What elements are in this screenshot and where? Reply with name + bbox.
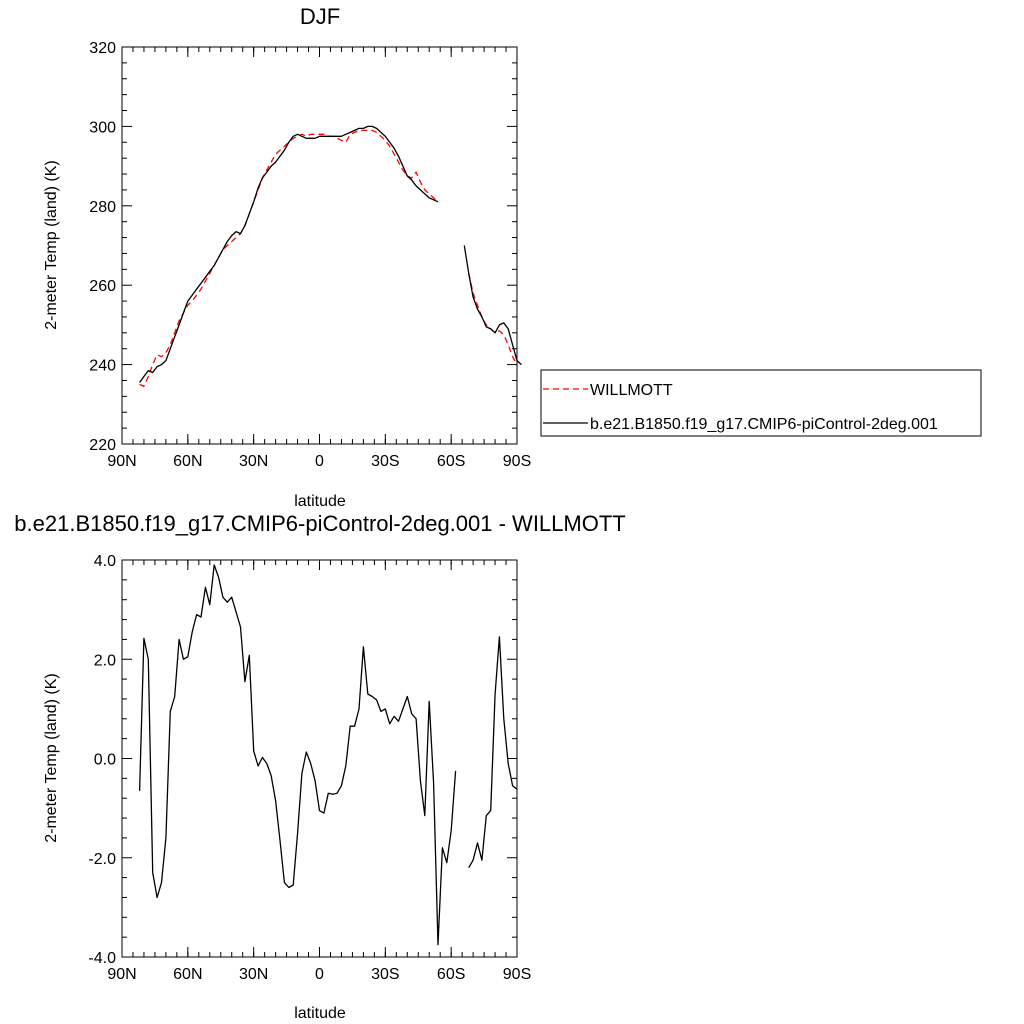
difference-y-tick-label: -2.0 — [88, 851, 116, 868]
temperature-y-tick-label: 320 — [89, 40, 116, 57]
difference-y-tick-label: -4.0 — [88, 950, 116, 967]
temperature-panel: DJF 90N 60N 30N 0 30S 60S 90S 220 240 260 280 300 32… — [43, 4, 531, 510]
difference-y-tick-label: 4.0 — [94, 553, 116, 570]
temperature-x-tick-label: 30S — [371, 453, 399, 470]
temperature-series-0-segment-0 — [139, 129, 439, 388]
temperature-x-tick-label: 90S — [503, 453, 531, 470]
difference-y-tick-label: 0.0 — [94, 752, 116, 769]
legend-label-willmott: WILLMOTT — [590, 382, 673, 399]
difference-plot-area: 90N 60N 30N 0 30S 60S 90S -4.0 -2.0 0.0 2.0 4.0 — [88, 553, 531, 983]
difference-x-tick-label: 90N — [107, 966, 136, 983]
difference-x-tick-label: 60S — [437, 966, 465, 983]
difference-x-tick-label: 30N — [239, 966, 268, 983]
difference-x-tick-label: 0 — [315, 966, 324, 983]
temperature-y-tick-label: 220 — [89, 437, 116, 454]
temperature-x-tick-label: 0 — [315, 453, 324, 470]
temperature-series-0-segment-1 — [468, 273, 518, 365]
legend-label-model: b.e21.B1850.f19_g17.CMIP6-piControl-2deg… — [590, 416, 938, 433]
legend-box — [540, 369, 982, 437]
temperature-x-tick-label: 60S — [437, 453, 465, 470]
difference-x-tick-label: 90S — [503, 966, 531, 983]
temperature-y-tick-label: 240 — [89, 358, 116, 375]
temperature-series-1-segment-0 — [139, 125, 439, 383]
difference-panel: b.e21.B1850.f19_g17.CMIP6-piControl-2deg… — [14, 511, 625, 1022]
temperature-y-tick-label: 300 — [89, 119, 116, 136]
difference-x-tick-label: 60N — [173, 966, 202, 983]
difference-y-tick-label: 2.0 — [94, 652, 116, 669]
temperature-plot-area: 90N 60N 30N 0 30S 60S 90S 220 240 260 280 300 320 — [89, 40, 531, 470]
temperature-chart-title: DJF — [300, 4, 340, 29]
difference-chart-title: b.e21.B1850.f19_g17.CMIP6-piControl-2deg… — [14, 511, 625, 536]
temperature-x-axis-label: latitude — [294, 493, 346, 510]
difference-series-0-segment-0 — [138, 564, 457, 946]
temperature-y-tick-label: 260 — [89, 278, 116, 295]
temperature-x-tick-label: 90N — [107, 453, 136, 470]
temperature-x-tick-label: 30N — [239, 453, 268, 470]
difference-x-axis-label: latitude — [294, 1005, 346, 1022]
temperature-x-tick-label: 60N — [173, 453, 202, 470]
temperature-y-tick-label: 280 — [89, 199, 116, 216]
temperature-y-axis-label: 2-meter Temp (land) (K) — [43, 160, 60, 330]
difference-series-0-segment-1 — [468, 636, 518, 869]
difference-y-axis-label: 2-meter Temp (land) (K) — [43, 673, 60, 843]
temperature-plot-frame — [121, 46, 518, 445]
legend: WILLMOTT b.e21.B1850.f19_g17.CMIP6-piCon… — [540, 369, 982, 437]
difference-plot-frame — [121, 559, 518, 958]
difference-x-tick-label: 30S — [371, 966, 399, 983]
temperature-series-1-segment-1 — [463, 245, 522, 366]
